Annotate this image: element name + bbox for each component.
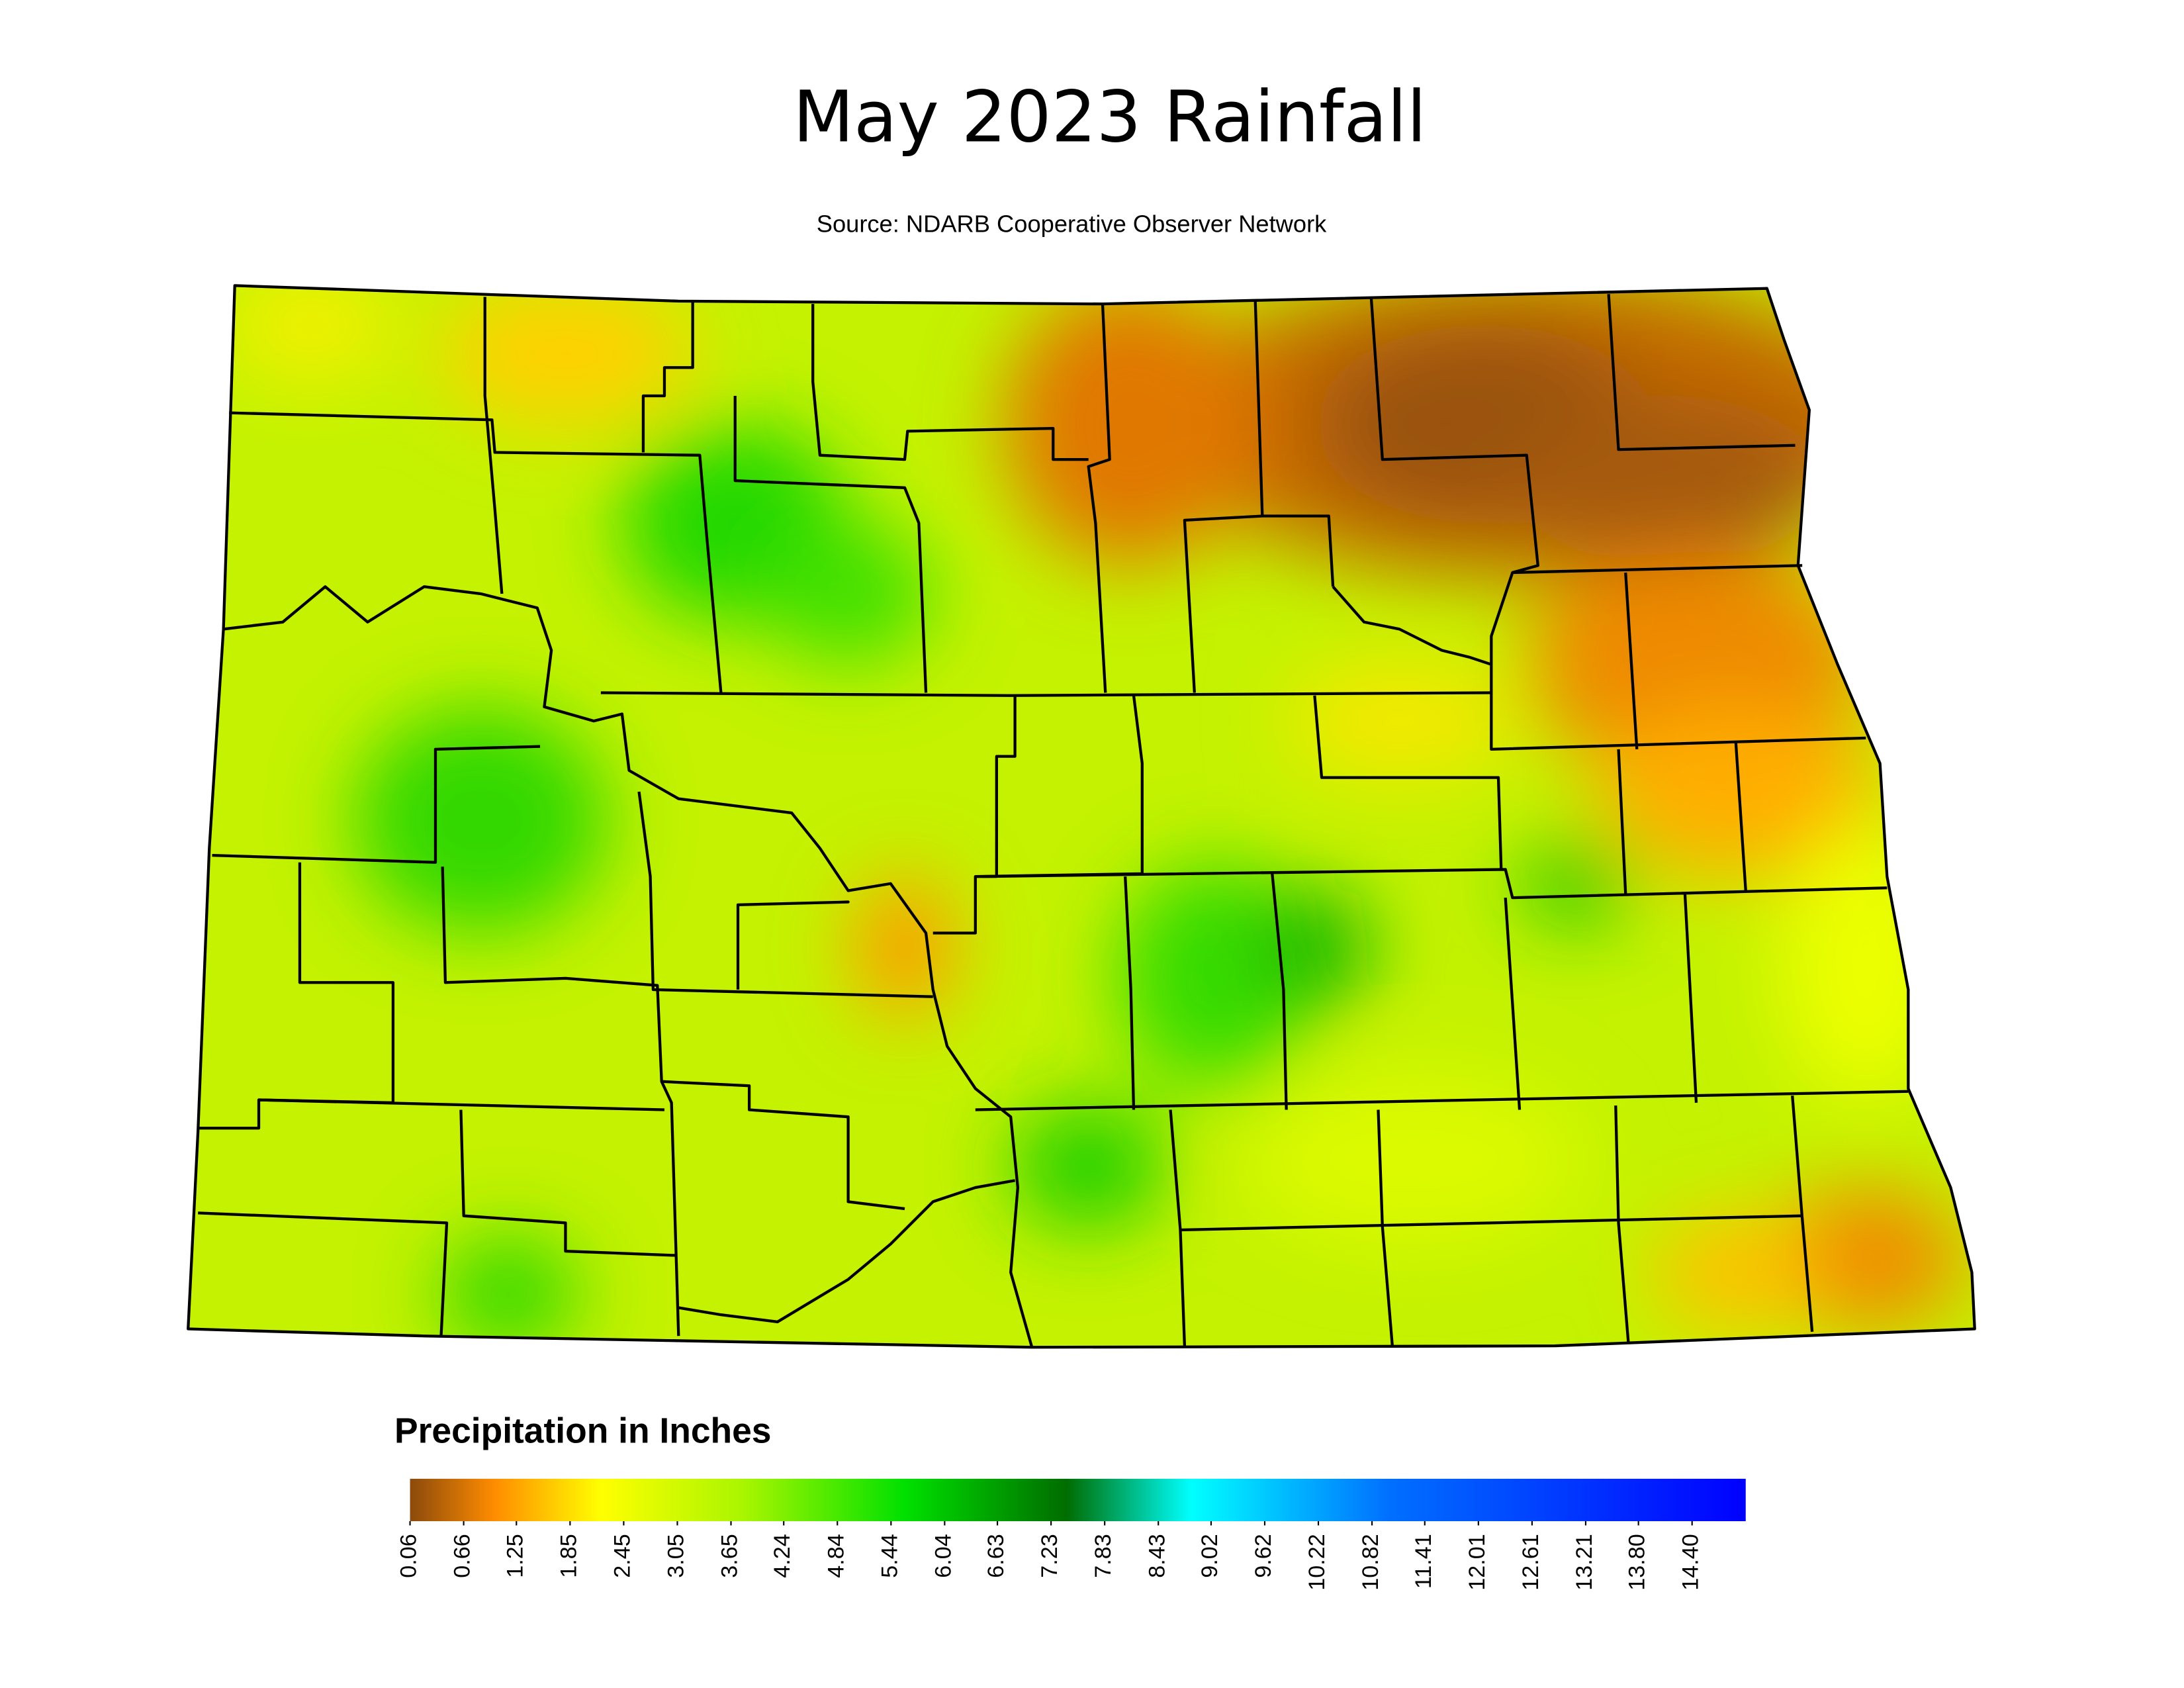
tick-label: 0.06 [396,1534,422,1577]
tick-label: 8.43 [1144,1534,1169,1577]
tick-label: 6.04 [931,1534,956,1577]
tick-label: 0.66 [450,1534,475,1577]
tick-label: 2.45 [610,1534,635,1577]
tick-label: 9.62 [1251,1534,1276,1577]
tick-label: 12.61 [1518,1534,1543,1590]
map-title: May 2023 Rainfall [793,77,1426,159]
county-boundaries [187,284,1976,1349]
tick-label: 5.44 [877,1534,902,1577]
tick-label: 3.05 [663,1534,688,1577]
tick-label: 1.25 [502,1534,527,1577]
tick-label: 3.65 [717,1534,743,1577]
tick-label: 12.01 [1465,1534,1490,1590]
tick-label: 14.40 [1678,1534,1704,1590]
rainfall-surface [188,285,1975,1348]
legend-title: Precipitation in Inches [394,1412,771,1451]
tick-label: 4.84 [823,1534,848,1577]
map-subtitle: Source: NDARB Cooperative Observer Netwo… [817,210,1327,237]
tick-label: 6.63 [983,1534,1009,1577]
tick-label: 11.41 [1411,1534,1436,1589]
tick-label: 10.82 [1358,1534,1383,1590]
color-bar [410,1478,1746,1521]
tick-label: 9.02 [1197,1534,1222,1577]
tick-label: 1.85 [556,1534,581,1577]
tick-label: 7.23 [1037,1534,1062,1577]
tick-label: 10.22 [1304,1534,1330,1590]
legend: 0.06 0.66 1.25 1.85 2.45 3.05 3.65 4.24 4.84 5.44… [396,1478,1746,1591]
tick-label: 13.21 [1572,1534,1597,1590]
tick-label: 4.24 [770,1534,795,1577]
tick-label: 7.83 [1091,1534,1116,1577]
tick-label: 13.80 [1625,1534,1650,1590]
